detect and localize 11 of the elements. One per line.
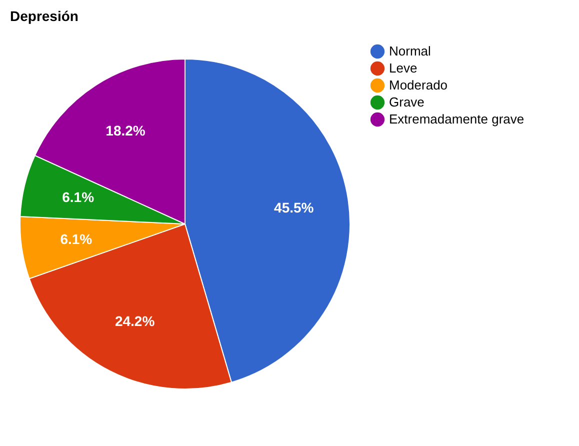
data-label: 6.1% — [60, 230, 93, 247]
data-label: 24.2% — [114, 312, 156, 329]
legend-label: Grave — [389, 94, 424, 110]
legend-label: Normal — [389, 44, 432, 58]
legend-label: Extremadamente grave — [389, 112, 524, 126]
data-label: 18.2% — [106, 122, 146, 138]
legend-label: Leve — [389, 60, 418, 76]
data-label: 45.5% — [274, 199, 314, 216]
data-label: 6.1% — [62, 189, 95, 206]
chart-title: Depresión — [10, 8, 78, 24]
legend-label: Moderado — [389, 78, 448, 92]
